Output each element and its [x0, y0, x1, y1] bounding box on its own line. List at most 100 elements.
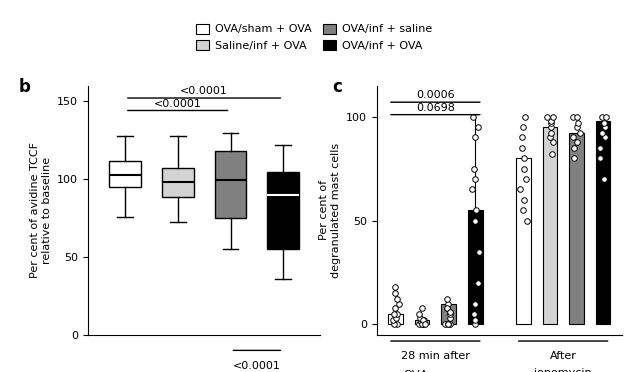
Point [391, 315, 401, 321]
Point [519, 197, 529, 203]
Point [519, 114, 529, 120]
Text: c: c [333, 78, 343, 96]
Point [420, 321, 430, 327]
Bar [596, 121, 610, 324]
Point [595, 155, 605, 161]
PathPatch shape [215, 151, 246, 218]
Point [468, 311, 479, 317]
Point [572, 114, 582, 120]
Point [471, 207, 481, 213]
Point [595, 145, 605, 151]
Point [474, 280, 484, 286]
Point [417, 321, 427, 327]
Point [417, 305, 427, 311]
Point [443, 301, 453, 307]
Point [517, 124, 528, 130]
Point [414, 311, 425, 317]
Text: <0.0001: <0.0001 [233, 361, 281, 371]
Point [515, 186, 525, 192]
Text: <0.0001: <0.0001 [154, 99, 202, 109]
Point [546, 130, 556, 136]
Point [541, 114, 551, 120]
Point [522, 218, 532, 224]
Point [546, 124, 556, 130]
Y-axis label: Per cent of avidine TCCF
relative to baseline: Per cent of avidine TCCF relative to bas… [30, 142, 51, 278]
Text: 0.0698: 0.0698 [416, 103, 455, 113]
Point [443, 321, 453, 327]
Point [389, 321, 399, 327]
Point [419, 317, 429, 323]
Point [546, 118, 556, 124]
Point [416, 321, 426, 327]
Point [545, 135, 555, 141]
Point [467, 186, 477, 192]
Point [442, 305, 452, 311]
Bar [516, 158, 531, 324]
Point [445, 309, 455, 315]
Point [569, 145, 579, 151]
Point [441, 296, 452, 302]
Point [392, 311, 402, 317]
Point [600, 135, 610, 141]
Point [548, 114, 558, 120]
Point [568, 114, 578, 120]
Point [442, 305, 452, 311]
Point [518, 207, 528, 213]
Point [414, 315, 425, 321]
Point [470, 321, 480, 327]
Point [517, 145, 527, 151]
Point [416, 319, 426, 325]
Point [394, 301, 404, 307]
Point [573, 120, 583, 126]
Y-axis label: Per cent of
degranulated mast cells: Per cent of degranulated mast cells [319, 142, 340, 278]
PathPatch shape [162, 168, 193, 197]
Point [521, 176, 531, 182]
Point [602, 114, 612, 120]
Point [517, 135, 527, 141]
Point [445, 321, 455, 327]
Point [445, 311, 455, 317]
Point [598, 120, 609, 126]
Point [597, 130, 607, 136]
Point [474, 124, 484, 130]
Point [573, 124, 583, 130]
Text: 28 min after: 28 min after [401, 352, 470, 362]
Bar [543, 127, 557, 324]
Point [392, 296, 402, 302]
Point [445, 315, 455, 321]
Point [440, 321, 450, 327]
Point [468, 114, 479, 120]
Point [547, 151, 557, 157]
Bar [388, 314, 403, 324]
Point [519, 166, 529, 171]
Point [418, 317, 428, 323]
Point [413, 321, 423, 327]
Point [474, 249, 484, 255]
Point [443, 321, 453, 327]
Point [388, 317, 398, 323]
Point [389, 284, 399, 290]
Text: After: After [550, 352, 577, 362]
Bar [441, 304, 456, 324]
Point [390, 290, 400, 296]
Point [597, 114, 607, 120]
Point [598, 176, 609, 182]
Text: <0.0001: <0.0001 [180, 86, 228, 96]
Point [575, 130, 585, 136]
Legend: OVA/sham + OVA, Saline/inf + OVA, OVA/inf + saline, OVA/inf + OVA: OVA/sham + OVA, Saline/inf + OVA, OVA/in… [192, 19, 436, 55]
Text: b: b [18, 78, 30, 96]
Point [389, 311, 399, 317]
Point [572, 139, 582, 145]
Point [390, 305, 400, 311]
Point [419, 321, 429, 327]
Point [470, 218, 480, 224]
Point [546, 120, 556, 126]
Point [470, 176, 480, 182]
Point [470, 135, 480, 141]
Point [600, 124, 610, 130]
Point [568, 135, 578, 141]
Point [392, 321, 402, 327]
Bar [414, 320, 430, 324]
Point [470, 317, 480, 323]
Point [519, 155, 529, 161]
